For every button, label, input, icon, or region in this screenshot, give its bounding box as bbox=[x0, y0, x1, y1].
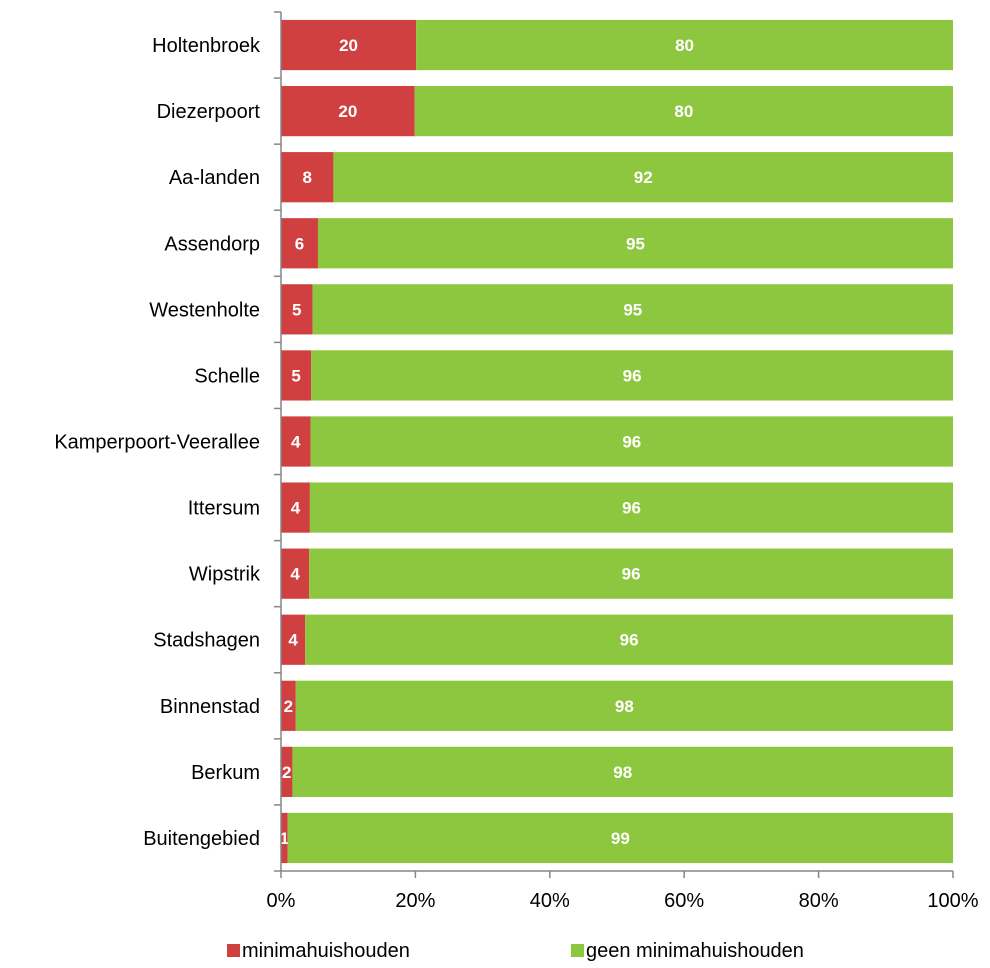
data-label-schelle-geen-minimahuishouden: 96 bbox=[623, 366, 642, 385]
data-label-ittersum-minimahuishouden: 4 bbox=[291, 499, 301, 518]
bar-berkum-minimahuishouden bbox=[281, 746, 293, 797]
category-label-wipstrik: Wipstrik bbox=[189, 564, 261, 586]
data-label-berkum-minimahuishouden: 2 bbox=[282, 763, 291, 782]
bar-binnenstad-minimahuishouden bbox=[281, 680, 296, 731]
category-label-ittersum: Ittersum bbox=[188, 498, 260, 520]
bar-berkum-geen-minimahuishouden bbox=[292, 746, 953, 797]
bar-kamperpoort-veerallee-geen-minimahuishouden bbox=[310, 416, 953, 467]
data-label-binnenstad-geen-minimahuishouden: 98 bbox=[615, 697, 634, 716]
data-label-kamperpoort-veerallee-geen-minimahuishouden: 96 bbox=[622, 433, 641, 452]
bar-aa-landen-minimahuishouden bbox=[281, 152, 334, 203]
data-label-berkum-geen-minimahuishouden: 98 bbox=[613, 763, 632, 782]
bar-diezerpoort-geen-minimahuishouden bbox=[414, 86, 953, 137]
bar-ittersum-minimahuishouden bbox=[281, 482, 310, 533]
bar-diezerpoort-minimahuishouden bbox=[281, 86, 415, 137]
category-label-berkum: Berkum bbox=[191, 762, 260, 784]
x-tick-label-40: 40% bbox=[530, 890, 570, 912]
bar-binnenstad-geen-minimahuishouden bbox=[295, 680, 953, 731]
bar-assendorp-minimahuishouden bbox=[281, 218, 318, 269]
bar-wipstrik-geen-minimahuishouden bbox=[309, 548, 953, 599]
category-label-diezerpoort: Diezerpoort bbox=[157, 101, 261, 123]
bar-assendorp-geen-minimahuishouden bbox=[317, 218, 954, 269]
category-label-assendorp: Assendorp bbox=[164, 233, 260, 255]
x-tick-label-80: 80% bbox=[799, 890, 839, 912]
bar-schelle-minimahuishouden bbox=[281, 350, 312, 401]
data-label-holtenbroek-geen-minimahuishouden: 80 bbox=[675, 36, 694, 55]
x-tick-label-100: 100% bbox=[927, 890, 978, 912]
bar-wipstrik-minimahuishouden bbox=[281, 548, 310, 599]
category-label-binnenstad: Binnenstad bbox=[160, 696, 260, 718]
legend-swatch-geen-minimahuishouden bbox=[571, 944, 584, 957]
data-label-stadshagen-minimahuishouden: 4 bbox=[288, 631, 298, 650]
category-label-aa-landen: Aa-landen bbox=[169, 167, 260, 189]
data-label-wipstrik-minimahuishouden: 4 bbox=[290, 565, 300, 584]
bar-holtenbroek-geen-minimahuishouden bbox=[416, 19, 953, 71]
data-label-schelle-minimahuishouden: 5 bbox=[291, 366, 300, 385]
legend-swatch-minimahuishouden bbox=[227, 944, 240, 957]
data-label-diezerpoort-minimahuishouden: 20 bbox=[338, 102, 357, 121]
category-label-westenholte: Westenholte bbox=[149, 299, 260, 321]
legend-label-geen-minimahuishouden: geen minimahuishouden bbox=[586, 940, 804, 962]
category-label-buitengebied: Buitengebied bbox=[143, 828, 260, 850]
bar-kamperpoort-veerallee-minimahuishouden bbox=[281, 416, 311, 467]
data-label-kamperpoort-veerallee-minimahuishouden: 4 bbox=[291, 433, 301, 452]
bar-schelle-geen-minimahuishouden bbox=[311, 350, 953, 401]
category-label-holtenbroek: Holtenbroek bbox=[152, 35, 261, 57]
data-label-buitengebied-geen-minimahuishouden: 99 bbox=[611, 829, 630, 848]
category-label-schelle: Schelle bbox=[194, 365, 260, 387]
x-tick-label-20: 20% bbox=[395, 890, 435, 912]
data-label-aa-landen-minimahuishouden: 8 bbox=[302, 168, 311, 187]
bar-holtenbroek-minimahuishouden bbox=[281, 19, 417, 71]
bar-westenholte-minimahuishouden bbox=[281, 284, 313, 335]
category-label-kamperpoort-veerallee: Kamperpoort-Veerallee bbox=[54, 432, 260, 454]
data-label-stadshagen-geen-minimahuishouden: 96 bbox=[620, 631, 639, 650]
bar-stadshagen-geen-minimahuishouden bbox=[305, 614, 953, 665]
x-tick-label-60: 60% bbox=[664, 890, 704, 912]
bar-aa-landen-geen-minimahuishouden bbox=[333, 152, 953, 203]
x-tick-label-0: 0% bbox=[267, 890, 296, 912]
data-label-westenholte-minimahuishouden: 5 bbox=[292, 300, 301, 319]
category-label-stadshagen: Stadshagen bbox=[153, 630, 260, 652]
bar-buitengebied-geen-minimahuishouden bbox=[287, 812, 954, 864]
bar-westenholte-geen-minimahuishouden bbox=[312, 284, 954, 335]
bar-buitengebied-minimahuishouden bbox=[281, 812, 288, 864]
data-label-wipstrik-geen-minimahuishouden: 96 bbox=[622, 565, 641, 584]
data-label-holtenbroek-minimahuishouden: 20 bbox=[339, 36, 358, 55]
data-label-ittersum-geen-minimahuishouden: 96 bbox=[622, 499, 641, 518]
bar-stadshagen-minimahuishouden bbox=[281, 614, 306, 665]
legend-label-minimahuishouden: minimahuishouden bbox=[242, 940, 410, 962]
data-label-aa-landen-geen-minimahuishouden: 92 bbox=[634, 168, 653, 187]
data-label-assendorp-minimahuishouden: 6 bbox=[295, 234, 304, 253]
data-label-assendorp-geen-minimahuishouden: 95 bbox=[626, 234, 645, 253]
data-label-diezerpoort-geen-minimahuishouden: 80 bbox=[674, 102, 693, 121]
data-label-buitengebied-minimahuishouden: 1 bbox=[280, 829, 289, 848]
bar-ittersum-geen-minimahuishouden bbox=[309, 482, 953, 533]
data-label-binnenstad-minimahuishouden: 2 bbox=[284, 697, 293, 716]
data-label-westenholte-geen-minimahuishouden: 95 bbox=[623, 300, 642, 319]
